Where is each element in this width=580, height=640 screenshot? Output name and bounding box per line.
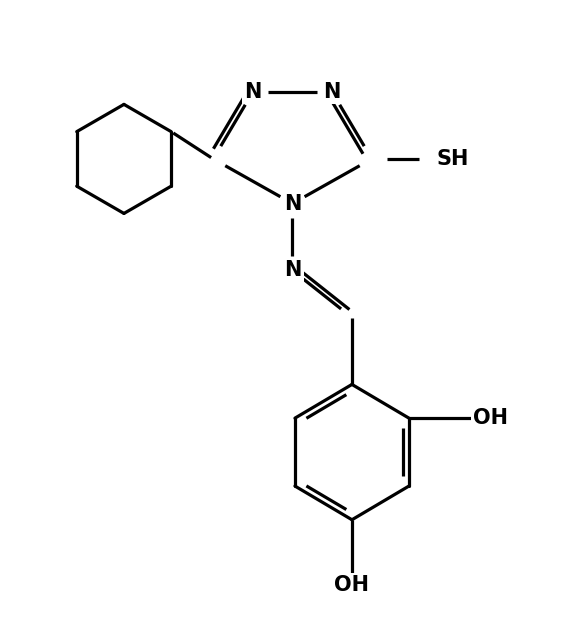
Text: N: N xyxy=(324,82,341,102)
Text: OH: OH xyxy=(473,408,509,428)
Text: SH: SH xyxy=(436,149,469,169)
Text: OH: OH xyxy=(335,575,369,595)
Text: N: N xyxy=(284,260,301,280)
Text: N: N xyxy=(244,82,262,102)
Text: N: N xyxy=(284,193,301,214)
